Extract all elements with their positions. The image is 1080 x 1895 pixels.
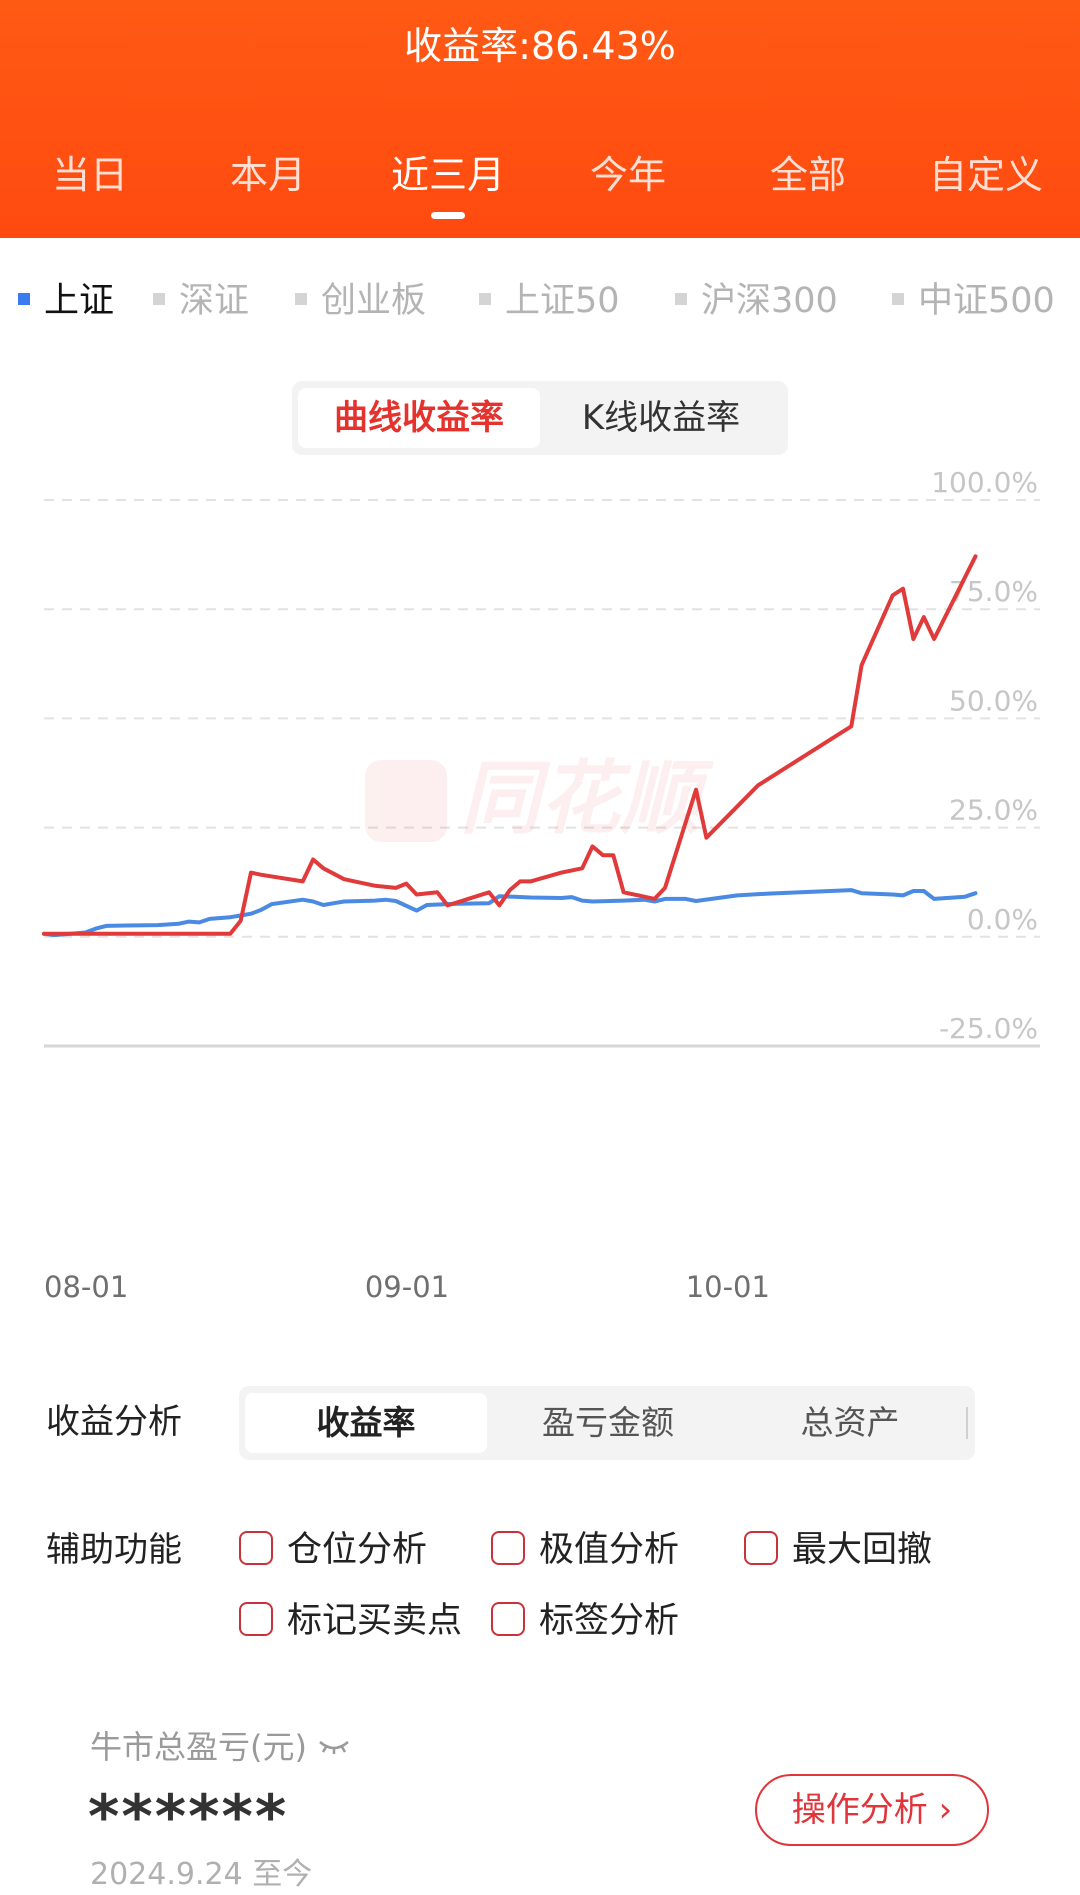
index-label: 中证500 [918,281,1055,321]
checkbox-label: 仓位分析 [287,1530,428,1570]
y-tick-label: 100.0% [931,466,1038,499]
index-label: 深证 [179,281,250,321]
index-csi300[interactable]: 沪深300 [675,276,838,326]
checkbox-icon [491,1602,525,1636]
tab-this-month[interactable]: 本月 [229,153,306,197]
segment-divider [966,1407,968,1439]
extreme-analysis-checkbox[interactable]: 极值分析 [491,1525,679,1575]
yield-chart: 同花顺 100.0%75.0%50.0%25.0%0.0%-25.0% 08-0… [42,466,1040,1304]
checkbox-icon [744,1531,778,1565]
watermark: 同花顺 [365,752,714,845]
tab-custom[interactable]: 自定义 [928,153,1043,197]
y-tick-label: -25.0% [939,1012,1038,1045]
x-tick-label: 10-01 [686,1270,770,1304]
y-tick-label: 0.0% [967,903,1038,936]
header-bar: 收益率:86.43% 当日 本月 近三月 今年 全部 自定义 [0,0,1080,238]
eye-closed-icon[interactable] [317,1724,351,1768]
portfolio-yield-line [42,554,978,936]
analysis-total-assets-button[interactable]: 总资产 [800,1403,900,1442]
curve-yield-button[interactable]: 曲线收益率 [298,388,540,448]
index-shanghai[interactable]: 上证 [18,276,114,326]
legend-square-icon [479,293,491,305]
checkbox-icon [239,1531,273,1565]
analysis-yield-button[interactable]: 收益率 [245,1393,487,1453]
tab-all[interactable]: 全部 [769,153,846,197]
analysis-pnl-amount-button[interactable]: 盈亏金额 [542,1403,674,1442]
legend-square-icon [892,293,904,305]
checkbox-label: 极值分析 [539,1530,680,1570]
yield-analysis-label: 收益分析 [46,1402,182,1442]
yield-rate-value: 86.43% [530,24,676,68]
x-tick-label: 08-01 [44,1270,128,1304]
chevron-right-icon: › [938,1790,953,1830]
max-drawdown-checkbox[interactable]: 最大回撤 [744,1525,932,1575]
x-tick-label: 09-01 [365,1270,449,1304]
checkbox-icon [491,1531,525,1565]
y-tick-label: 25.0% [949,794,1038,827]
tab-last-three-months[interactable]: 近三月 [390,153,505,197]
index-label: 创业板 [321,281,427,321]
aux-functions-label: 辅助功能 [46,1530,182,1570]
tag-analysis-checkbox[interactable]: 标签分析 [491,1596,679,1646]
kline-yield-button[interactable]: K线收益率 [581,398,741,438]
pnl-label-text: 牛市总盈亏(元) [90,1728,307,1766]
index-label: 上证50 [505,281,620,321]
legend-square-icon [18,293,30,305]
index-sse50[interactable]: 上证50 [479,276,620,326]
legend-square-icon [675,293,687,305]
yield-rate-title: 收益率:86.43% [0,22,1080,70]
watermark-text: 同花顺 [460,752,714,845]
tab-today[interactable]: 当日 [51,153,128,197]
index-shenzhen[interactable]: 深证 [153,276,249,326]
date-range-text: 2024.9.24 至今 [90,1857,313,1892]
active-tab-indicator [431,212,465,219]
index-selector: 上证 深证 创业板 上证50 沪深300 中证500 [0,276,1080,326]
yield-rate-label: 收益率: [404,24,531,68]
index-label: 上证 [44,281,115,321]
watermark-logo-icon [365,760,447,842]
position-analysis-checkbox[interactable]: 仓位分析 [239,1525,427,1575]
legend-square-icon [153,293,165,305]
mark-trade-points-checkbox[interactable]: 标记买卖点 [239,1596,462,1646]
period-tabs: 当日 本月 近三月 今年 全部 自定义 [0,145,1080,205]
index-chinext[interactable]: 创业板 [295,276,426,326]
checkbox-label: 标签分析 [539,1601,680,1641]
bull-market-pnl-label: 牛市总盈亏(元) [90,1725,351,1771]
y-tick-label: 50.0% [949,684,1038,717]
chart-mode-toggle: 曲线收益率 K线收益率 [292,381,788,455]
index-label: 沪深300 [701,281,838,321]
legend-square-icon [295,293,307,305]
shanghai-index-line [42,888,978,938]
checkbox-label: 最大回撤 [792,1530,933,1570]
analysis-segmented: 收益率 盈亏金额 总资产 [239,1386,975,1460]
checkbox-icon [239,1602,273,1636]
checkbox-label: 标记买卖点 [287,1601,463,1641]
tab-this-year[interactable]: 今年 [589,153,666,197]
op-button-label: 操作分析 [791,1790,928,1830]
pnl-value-hidden: ****** [88,1782,289,1852]
operation-analysis-button[interactable]: 操作分析 › [755,1774,989,1846]
index-csi500[interactable]: 中证500 [892,276,1055,326]
